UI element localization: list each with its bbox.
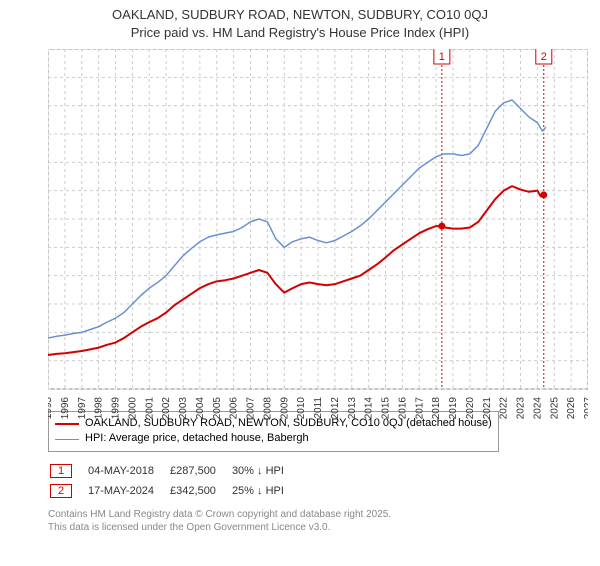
marker-row: 2 17-MAY-2024£342,50025% ↓ HPI <box>50 482 298 500</box>
x-tick-label: 1997 <box>77 397 88 420</box>
x-tick-label: 2021 <box>482 397 493 420</box>
x-tick-label: 1999 <box>111 397 122 420</box>
x-tick-label: 2002 <box>161 397 172 420</box>
x-tick-label: 2000 <box>127 397 138 420</box>
marker-price: £287,500 <box>170 462 230 480</box>
x-tick-label: 1998 <box>94 397 105 420</box>
x-tick-label: 2004 <box>195 397 206 420</box>
x-tick-label: 1995 <box>48 397 54 420</box>
footnote: Contains HM Land Registry data © Crown c… <box>48 508 600 534</box>
x-tick-label: 1996 <box>60 397 71 420</box>
x-tick-label: 2012 <box>330 397 341 420</box>
plot-area: £0£50K£100K£150K£200K£250K£300K£350K£400… <box>48 49 588 389</box>
marker-delta: 25% ↓ HPI <box>232 482 298 500</box>
x-tick-label: 2008 <box>262 397 273 420</box>
marker-badge: 1 <box>50 464 72 478</box>
chart-container: OAKLAND, SUDBURY ROAD, NEWTON, SUDBURY, … <box>0 6 600 566</box>
chart-svg: £0£50K£100K£150K£200K£250K£300K£350K£400… <box>48 49 588 429</box>
marker-price: £342,500 <box>170 482 230 500</box>
legend-row: HPI: Average price, detached house, Babe… <box>55 431 492 446</box>
x-tick-label: 2015 <box>381 397 392 420</box>
x-tick-label: 2001 <box>144 397 155 420</box>
x-tick-label: 2006 <box>229 397 240 420</box>
x-tick-label: 2023 <box>516 397 527 420</box>
footnote-line2: This data is licensed under the Open Gov… <box>48 521 600 534</box>
x-tick-label: 2017 <box>414 397 425 420</box>
x-tick-label: 2011 <box>313 397 324 419</box>
x-tick-label: 2010 <box>296 397 307 420</box>
marker-badge: 2 <box>50 484 72 498</box>
x-tick-label: 2005 <box>212 397 223 420</box>
marker-row: 1 04-MAY-2018£287,50030% ↓ HPI <box>50 462 298 480</box>
x-tick-label: 2003 <box>178 397 189 420</box>
marker-badge-text: 2 <box>541 51 547 63</box>
title-line1: OAKLAND, SUDBURY ROAD, NEWTON, SUDBURY, … <box>0 6 600 24</box>
title-line2: Price paid vs. HM Land Registry's House … <box>0 24 600 42</box>
x-tick-label: 2026 <box>566 397 577 420</box>
x-tick-label: 2024 <box>532 397 543 420</box>
x-tick-label: 2007 <box>246 397 257 420</box>
x-tick-label: 2025 <box>549 397 560 420</box>
x-tick-label: 2018 <box>431 397 442 420</box>
marker-dot <box>540 192 547 199</box>
marker-delta: 30% ↓ HPI <box>232 462 298 480</box>
x-tick-label: 2019 <box>448 397 459 420</box>
footnote-line1: Contains HM Land Registry data © Crown c… <box>48 508 600 521</box>
markers-table: 1 04-MAY-2018£287,50030% ↓ HPI 2 17-MAY-202… <box>48 460 300 502</box>
x-tick-label: 2020 <box>465 397 476 420</box>
legend-swatch <box>55 439 79 440</box>
x-tick-label: 2013 <box>347 397 358 420</box>
x-tick-label: 2016 <box>397 397 408 420</box>
chart-title: OAKLAND, SUDBURY ROAD, NEWTON, SUDBURY, … <box>0 6 600 41</box>
x-tick-label: 2009 <box>279 397 290 420</box>
legend-label: HPI: Average price, detached house, Babe… <box>85 431 309 446</box>
marker-date: 17-MAY-2024 <box>88 482 168 500</box>
marker-badge-text: 1 <box>439 51 445 63</box>
x-tick-label: 2014 <box>364 397 375 420</box>
marker-date: 04-MAY-2018 <box>88 462 168 480</box>
x-tick-label: 2022 <box>499 397 510 420</box>
marker-dot <box>438 223 445 230</box>
x-tick-label: 2027 <box>583 397 588 420</box>
